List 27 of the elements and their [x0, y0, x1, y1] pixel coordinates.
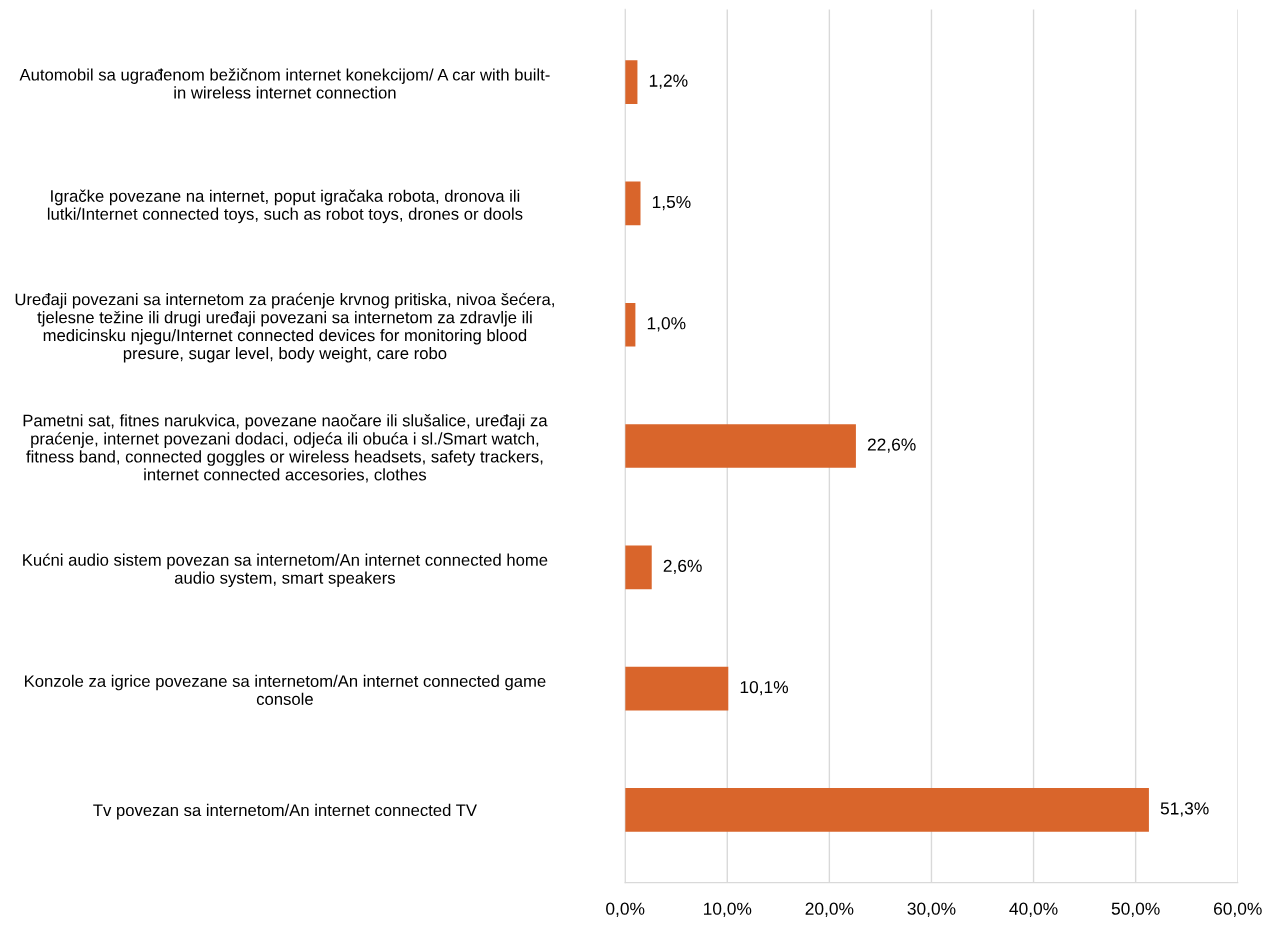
data-label: 1,2%	[649, 74, 688, 89]
y-tick-label: Automobil sa ugrađenom bežičnom internet konekcijom/ A car with built- in wireless internet connection	[19, 68, 550, 99]
y-tick-label: Uređaji povezani sa internetom za praćenje krvnog pritiska, nivoa šećera, tjelesne težine ili drugi uređaji povezani sa internetom za zdravlje ili medicinsku njegu/Internet connected devices for monitoring blood presure, sugar level, body weight, care robo	[15, 292, 554, 363]
data-label: 10,1%	[740, 680, 789, 696]
x-tick-label: 0,0%	[606, 902, 645, 917]
bar	[625, 60, 638, 104]
y-tick-label: Tv povezan sa internetom/An internet connected TV	[93, 803, 477, 820]
data-label: 1,5%	[652, 195, 691, 211]
data-label: 1,0%	[647, 317, 686, 332]
data-label: 22,6%	[867, 438, 916, 453]
x-tick-label: 40,0%	[1009, 902, 1058, 917]
data-label: 51,3%	[1160, 802, 1209, 817]
y-tick-label: Konzole za igrice povezane sa internetom/An internet connected game console	[25, 674, 546, 705]
x-tick-label: 10,0%	[703, 902, 752, 917]
y-tick-label: Kućni audio sistem povezan sa internetom/An internet connected home audio system, smart speakers	[23, 553, 548, 588]
bar	[625, 181, 641, 226]
bar	[625, 666, 729, 711]
x-tick-label: 50,0%	[1111, 902, 1160, 917]
x-tick-label: 60,0%	[1214, 902, 1262, 917]
bar	[625, 545, 652, 590]
x-tick-label: 20,0%	[805, 902, 854, 917]
data-label: 2,6%	[663, 559, 702, 575]
bar	[625, 788, 1149, 832]
y-tick-label: Igračke povezane na internet, poput igračaka robota, dronova ili lutki/Internet connected toys, such as robot toys, drones or dools	[47, 189, 523, 224]
x-tick-label: 30,0%	[907, 902, 956, 917]
y-tick-label: Pametni sat, fitnes narukvica, povezane naočare ili slušalice, uređaji za praćenje, internet povezani dodaci, odjeća ili obuća i sl./Smart watch, fitness band, connected goggles or wireless headsets, safety trackers, internet connected accesories, clothes	[23, 414, 548, 483]
bar	[625, 424, 856, 468]
